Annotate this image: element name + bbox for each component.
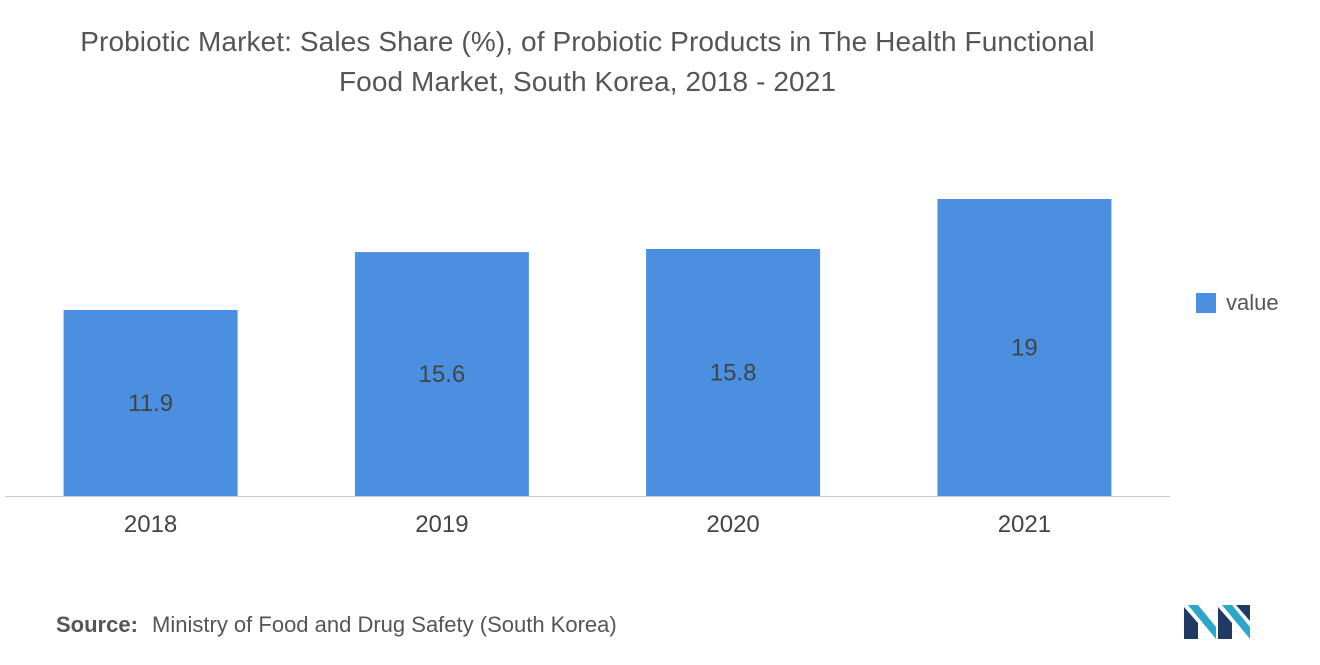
data-label-2020: 15.8 (710, 360, 757, 387)
mordor-intelligence-logo-icon (1184, 605, 1250, 639)
legend-swatch (1196, 293, 1216, 313)
x-tick-label-2021: 2021 (998, 511, 1051, 538)
bar-2018 (63, 310, 238, 496)
legend: value (1196, 290, 1279, 316)
x-tick-label-2019: 2019 (415, 511, 468, 538)
chart-title: Probiotic Market: Sales Share (%), of Pr… (0, 22, 1175, 102)
x-tick-label-2018: 2018 (124, 511, 177, 538)
source-label: Source: (56, 612, 138, 637)
data-label-2021: 19 (1011, 335, 1038, 362)
chart-title-line-2: Food Market, South Korea, 2018 - 2021 (338, 66, 837, 97)
data-label-2019: 15.6 (419, 361, 466, 388)
bar-2020 (646, 249, 821, 496)
bar-2021 (937, 199, 1112, 496)
legend-label: value (1226, 290, 1279, 315)
source-note: Source: Ministry of Food and Drug Safety… (56, 612, 617, 638)
data-label-2018: 11.9 (128, 390, 173, 417)
chart-title-line-1: Probiotic Market: Sales Share (%), of Pr… (80, 26, 1095, 57)
source-text: Ministry of Food and Drug Safety (South … (152, 612, 617, 637)
x-tick-label-2020: 2020 (706, 511, 759, 538)
bar-2019 (354, 252, 529, 496)
